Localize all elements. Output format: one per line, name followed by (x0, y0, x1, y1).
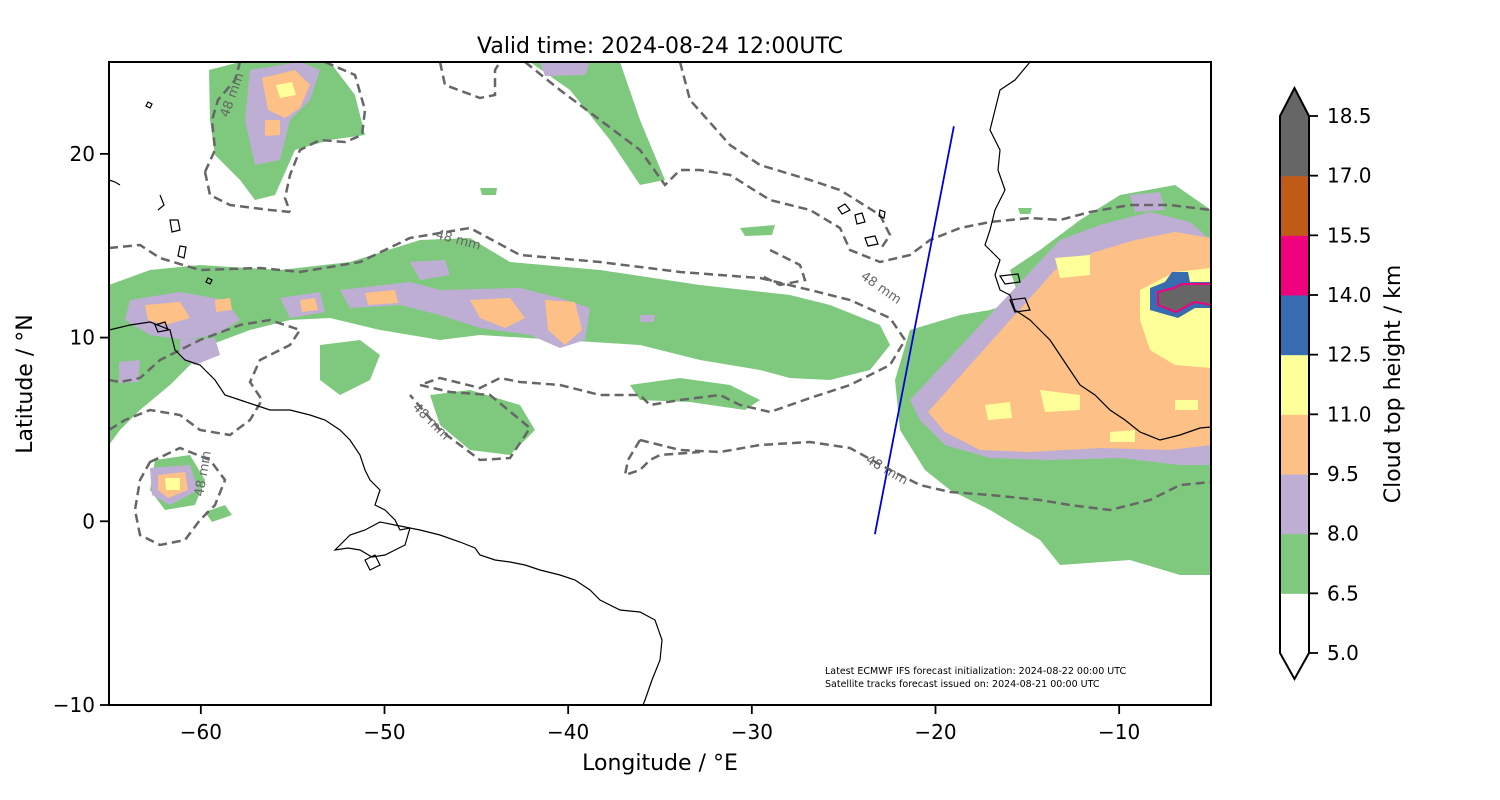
colorbar-segment (1280, 175, 1309, 236)
colorbar-segment (1280, 414, 1309, 475)
y-axis-label: Latitude / °N (13, 314, 38, 453)
x-tick-label: −40 (547, 720, 589, 744)
x-axis-label: Longitude / °E (582, 751, 738, 776)
colorbar-tick-label: 14.0 (1327, 283, 1372, 307)
y-tick-label: −10 (53, 693, 95, 717)
y-tick-label: 10 (70, 326, 95, 350)
colorbar-tick-label: 17.0 (1327, 164, 1372, 188)
y-tick-label: 0 (82, 509, 95, 533)
colorbar-extend-max (1280, 88, 1309, 116)
colorbar-tick-label: 15.5 (1327, 223, 1372, 247)
plot-title: Valid time: 2024-08-24 12:00UTC (477, 34, 843, 59)
coastline (109, 62, 1211, 705)
map-frame (108, 61, 1212, 706)
y-axis: 20 10 0 −10 (53, 142, 109, 717)
colorbar-tick-label: 18.5 (1327, 104, 1372, 128)
map-area: 48 mm 48 mm 48 mm 48 mm 48 mm 48 mm Late… (109, 62, 1211, 705)
satellite-track (874, 126, 955, 535)
colorbar-segment (1280, 354, 1309, 415)
colorbar-segment (1280, 474, 1309, 535)
colorbar-tick-label: 9.5 (1327, 462, 1359, 486)
colorbar-label: Cloud top height / km (1381, 265, 1406, 504)
colorbar-tick-label: 6.5 (1327, 581, 1359, 605)
x-axis: −60 −50 −40 −30 −20 −10 (180, 705, 1140, 744)
colorbar-segment (1280, 116, 1309, 177)
colorbar-segment (1280, 533, 1309, 594)
x-tick-label: −30 (731, 720, 773, 744)
forecast-init-note: Latest ECMWF IFS forecast initialization… (825, 666, 1126, 677)
contour-48mm (109, 62, 1211, 547)
cloud-region-deep (1150, 272, 1211, 318)
colorbar-extend-min (1280, 653, 1309, 679)
x-tick-label: −10 (1098, 720, 1140, 744)
colorbar-segment (1280, 235, 1309, 296)
colorbar-tick-label: 11.0 (1327, 402, 1372, 426)
y-tick-label: 20 (70, 142, 95, 166)
x-tick-label: −60 (180, 720, 222, 744)
x-tick-label: −20 (914, 720, 956, 744)
colorbar-tick-label: 12.5 (1327, 343, 1372, 367)
colorbar: 5.0 6.5 8.0 9.5 11.0 12.5 14.0 15.5 17.0 18.5 (1279, 85, 1372, 682)
x-tick-label: −50 (363, 720, 405, 744)
colorbar-tick-label: 5.0 (1327, 641, 1359, 665)
colorbar-tick-label: 8.0 (1327, 522, 1359, 546)
colorbar-segment (1280, 295, 1309, 356)
satellite-issue-note: Satellite tracks forecast issued on: 202… (825, 679, 1100, 690)
colorbar-segment (1280, 593, 1309, 654)
